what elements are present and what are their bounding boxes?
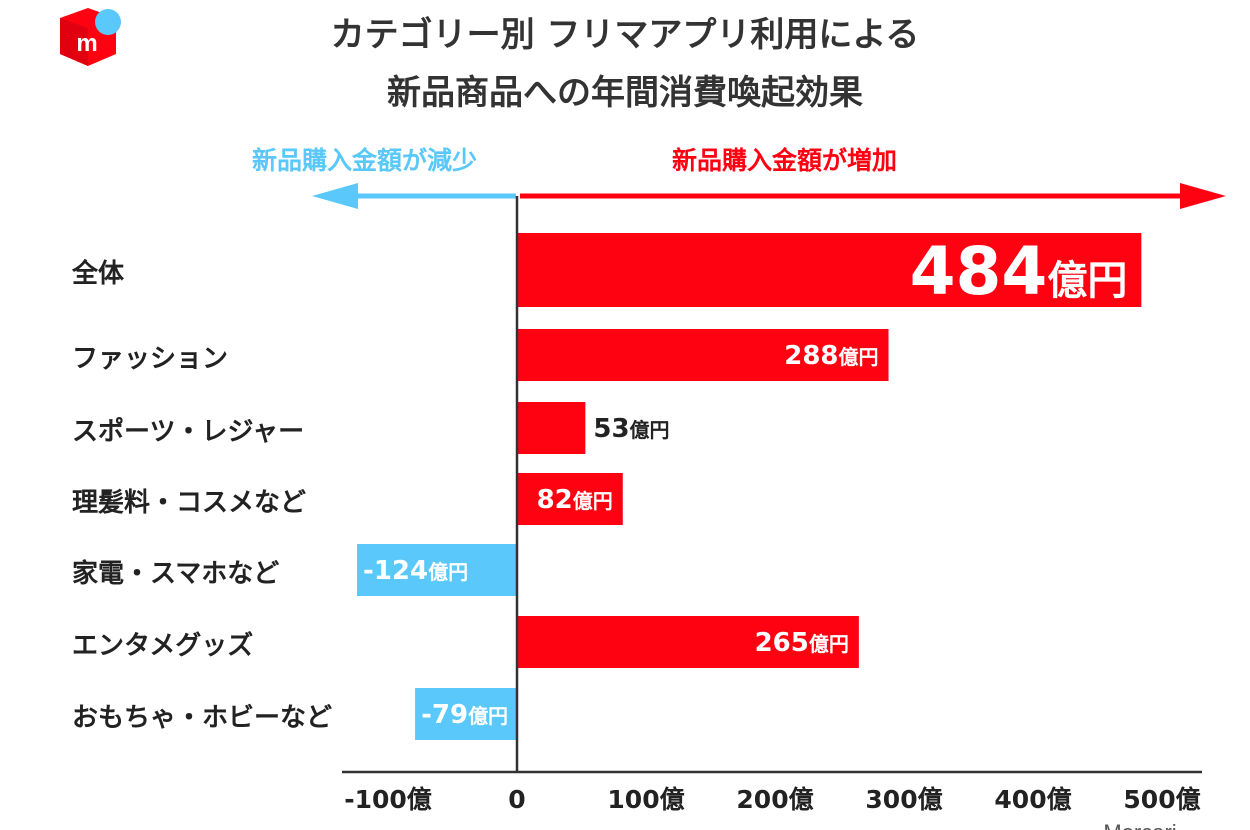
mercari-logo-icon: m: [60, 8, 121, 66]
x-tick-label: 400億: [994, 785, 1071, 814]
x-tick-label: 200億: [736, 785, 813, 814]
category-label: 全体: [71, 258, 125, 289]
data-label: 82億円: [537, 485, 613, 515]
bar: [415, 688, 517, 740]
data-label: 53億円: [593, 414, 669, 444]
data-label: -124億円: [363, 556, 468, 586]
footer-partial-text: Mercari: [1103, 820, 1176, 830]
logo-letter: m: [76, 30, 97, 57]
x-tick-label: -100億: [344, 785, 432, 814]
decrease-arrow-head: [312, 183, 358, 209]
data-label: 265億円: [755, 628, 849, 658]
bar: [517, 402, 586, 454]
category-label: ファッション: [72, 344, 228, 374]
chart-title-line-1: カテゴリー別 フリマアプリ利用による: [330, 15, 920, 55]
bar: [517, 473, 623, 525]
category-label: エンタメグッズ: [72, 630, 253, 661]
category-label: 理髪料・コスメなど: [72, 488, 306, 518]
decrease-direction-label: 新品購入金額が減少: [252, 146, 478, 175]
bar: [517, 233, 1142, 307]
category-label: おもちゃ・ホビーなど: [72, 703, 332, 733]
bar: [517, 616, 859, 668]
x-tick-label: 100億: [607, 785, 684, 814]
chart-title-line-2: 新品商品への年間消費喚起効果: [387, 73, 863, 113]
increase-arrow-head: [1180, 183, 1226, 209]
data-label: 288億円: [784, 341, 878, 371]
category-label: 家電・スマホなど: [72, 558, 279, 589]
category-label: スポーツ・レジャー: [72, 416, 304, 447]
bar: [357, 544, 517, 596]
increase-direction-label: 新品購入金額が増加: [672, 146, 898, 175]
data-label: 484億円: [910, 233, 1128, 310]
data-label: -79億円: [421, 700, 508, 730]
x-tick-label: 300億: [865, 785, 942, 814]
x-tick-label: 500億: [1123, 785, 1200, 814]
bar: [517, 329, 889, 381]
x-tick-label: 0: [508, 785, 525, 814]
